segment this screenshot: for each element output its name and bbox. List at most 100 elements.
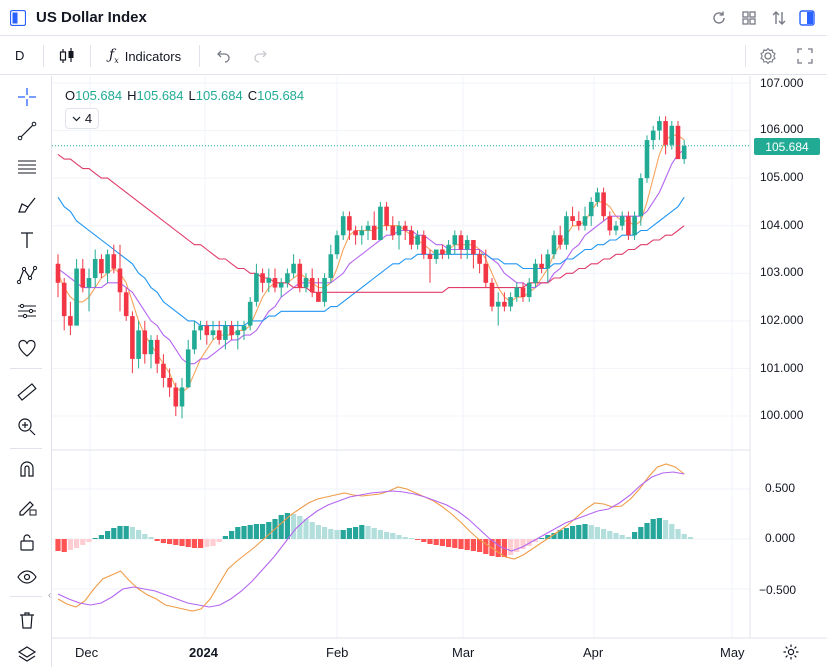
- candle-body: [669, 125, 675, 145]
- unlock-icon[interactable]: [16, 531, 38, 553]
- settings-icon[interactable]: [758, 46, 778, 66]
- fullscreen-icon[interactable]: [795, 46, 815, 66]
- macd-histogram-bar: [446, 539, 452, 547]
- zoom-in-icon[interactable]: [16, 416, 38, 438]
- price-tick: 100.000: [760, 408, 804, 422]
- macd-histogram-bar: [390, 533, 396, 539]
- macd-histogram-bar: [222, 536, 228, 539]
- moving-average-mid: [57, 149, 685, 365]
- candle-body: [123, 292, 129, 317]
- crosshair-icon[interactable]: [16, 86, 38, 108]
- interval-selector[interactable]: D: [15, 48, 25, 63]
- brush-icon[interactable]: [16, 194, 38, 216]
- macd-histogram-bar: [601, 529, 607, 539]
- candle-body: [421, 235, 427, 255]
- candle-body: [514, 287, 520, 298]
- macd-histogram-bar: [396, 535, 402, 539]
- candle-body: [86, 278, 92, 288]
- layout-grid-icon[interactable]: [740, 9, 758, 27]
- candle-body: [111, 254, 117, 269]
- candle-body: [291, 263, 296, 274]
- macd-line: [57, 463, 685, 612]
- candle-body: [384, 206, 389, 226]
- macd-histogram-bar: [340, 530, 346, 539]
- macd-histogram-bar: [576, 525, 582, 539]
- macd-histogram-bar: [427, 539, 433, 544]
- candle-body: [582, 216, 588, 226]
- macd-histogram-bar: [588, 525, 594, 539]
- time-tick-dec: Dec: [75, 645, 99, 660]
- signal-line: [57, 471, 685, 608]
- open-value: 105.684: [75, 88, 123, 103]
- axis-settings-gear-icon[interactable]: [782, 643, 800, 661]
- macd-histogram-bar: [61, 539, 67, 552]
- candle-body: [458, 235, 464, 250]
- horizontal-lines-icon[interactable]: [16, 156, 38, 178]
- macd-histogram-bar: [210, 539, 216, 546]
- text-icon[interactable]: [16, 229, 38, 251]
- candle-body: [551, 235, 557, 255]
- macd-histogram-bar: [136, 530, 142, 539]
- candle-body: [173, 387, 179, 407]
- refresh-icon[interactable]: [710, 9, 728, 27]
- macd-histogram-bar: [353, 527, 359, 539]
- candle-body: [154, 339, 160, 364]
- candle-body: [464, 239, 470, 250]
- macd-histogram-bar: [557, 530, 563, 539]
- title-bar: US Dollar Index: [0, 0, 827, 36]
- macd-histogram-bar: [328, 529, 334, 539]
- oscillator-tick: 0.500: [765, 481, 796, 495]
- undo-icon[interactable]: [213, 46, 233, 66]
- macd-histogram-bar: [266, 522, 272, 539]
- macd-histogram-bar: [508, 539, 514, 555]
- macd-histogram-bar: [371, 528, 377, 539]
- layers-icon[interactable]: [16, 644, 38, 666]
- macd-histogram-bar: [179, 539, 185, 546]
- macd-histogram-bar: [669, 524, 675, 539]
- toolbar-divider: [199, 45, 200, 67]
- forecast-icon[interactable]: [16, 300, 38, 322]
- candle-body: [136, 330, 141, 359]
- window-title: US Dollar Index: [36, 9, 147, 26]
- visibility-eye-icon[interactable]: [16, 566, 38, 588]
- candle-body: [632, 216, 637, 236]
- candle-body: [278, 282, 284, 288]
- candlestick-type-icon[interactable]: [57, 46, 77, 66]
- indicators-collapse-toggle[interactable]: 4: [65, 108, 99, 129]
- sort-arrows-icon[interactable]: [770, 9, 788, 27]
- macd-histogram-bar: [638, 527, 644, 539]
- macd-histogram-bar: [98, 535, 104, 539]
- moving-average-slow: [57, 196, 685, 327]
- macd-histogram-bar: [384, 532, 390, 539]
- macd-histogram-bar: [644, 523, 650, 539]
- pattern-icon[interactable]: [16, 264, 38, 286]
- candle-body: [477, 254, 482, 264]
- macd-histogram-bar: [594, 527, 600, 539]
- macd-histogram-bar: [167, 539, 173, 544]
- lock-drawing-icon[interactable]: [16, 495, 38, 517]
- ruler-icon[interactable]: [16, 381, 38, 403]
- trend-line-icon[interactable]: [16, 120, 38, 142]
- trash-icon[interactable]: [16, 609, 38, 631]
- candle-body: [241, 325, 247, 331]
- candle-body: [142, 330, 148, 355]
- macd-histogram-bar: [582, 524, 588, 539]
- macd-histogram-bar: [613, 533, 619, 539]
- macd-histogram-bar: [247, 525, 253, 539]
- heart-icon[interactable]: [16, 337, 38, 359]
- indicators-button[interactable]: ƒx Indicators: [105, 43, 185, 69]
- time-tick-year: 2024: [189, 645, 218, 660]
- macd-histogram-bar: [191, 539, 197, 548]
- redo-icon[interactable]: [251, 46, 271, 66]
- candle-body: [452, 235, 458, 245]
- candle-body: [340, 216, 346, 236]
- candle-body: [427, 254, 433, 260]
- candle-body: [316, 292, 321, 302]
- sidebar-collapse-arrow-icon[interactable]: ‹: [48, 590, 52, 601]
- toolbar-divider: [745, 45, 746, 67]
- candle-body: [576, 220, 582, 226]
- panel-toggle-icon[interactable]: [798, 9, 816, 27]
- magnet-icon[interactable]: [16, 458, 38, 480]
- macd-histogram-bar: [377, 530, 383, 539]
